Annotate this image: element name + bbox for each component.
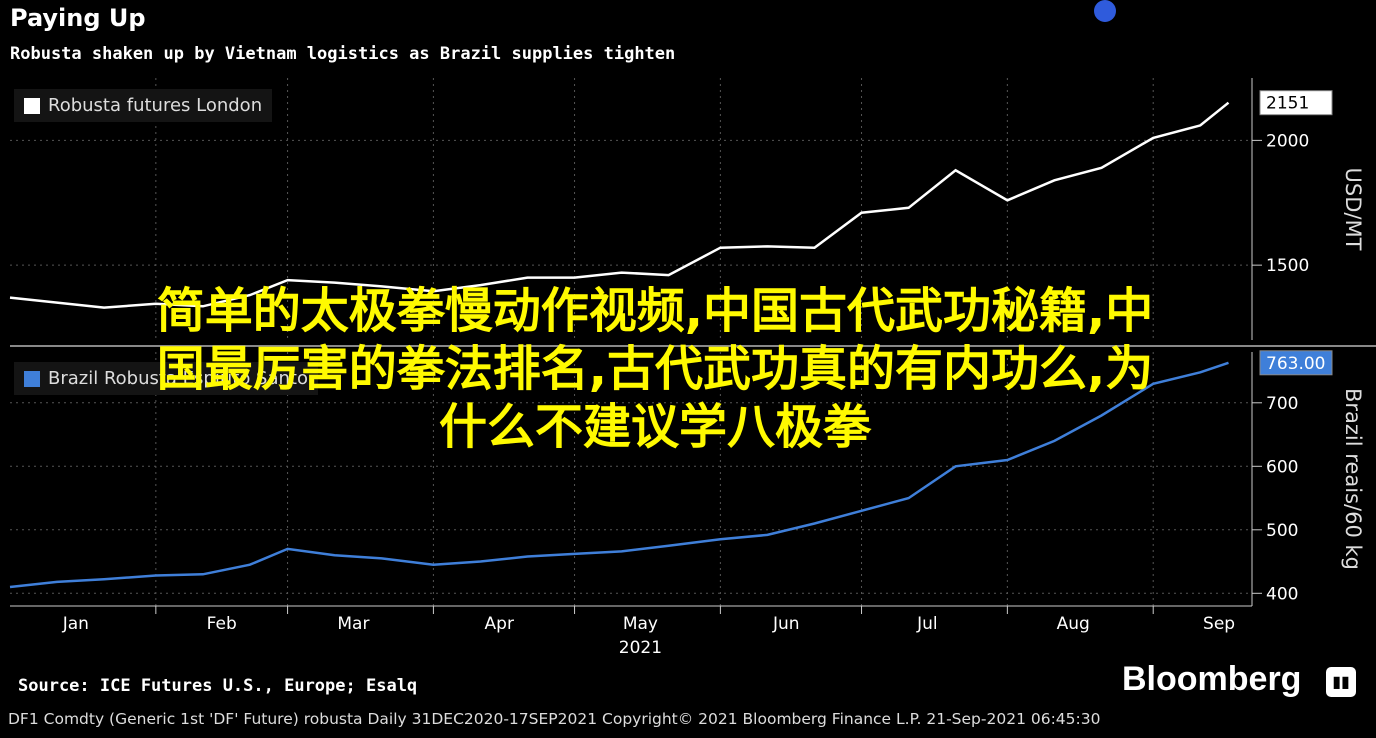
source-note: Source: ICE Futures U.S., Europe; Esalq: [18, 676, 418, 696]
x-tick-label: Mar: [337, 614, 369, 634]
legend-swatch-brazil: [24, 370, 40, 387]
overlay-caption: 简单的太极拳慢动作视频,中国古代武功秘籍,中 国最厉害的拳法排名,古代武功真的有…: [10, 282, 1300, 456]
x-tick-label: Sep: [1203, 614, 1235, 634]
bar-chart-icon: ▮▮: [1326, 667, 1356, 697]
last-value-box: [1259, 90, 1333, 116]
last-value-label: 763.00: [1266, 354, 1325, 374]
y-tick-label: 600: [1266, 457, 1298, 477]
overlay-line: 什么不建议学八极拳: [438, 399, 871, 455]
legend-swatch-robusta: [24, 97, 40, 114]
legend-label-robusta: Robusta futures London: [48, 95, 263, 116]
blue-dot-icon: [1094, 0, 1116, 22]
bloomberg-logo: Bloomberg: [1122, 660, 1302, 698]
x-tick-label: Apr: [485, 614, 514, 634]
overlay-line: 简单的太极拳慢动作视频,中国古代武功秘籍,中: [156, 283, 1154, 339]
y-tick-label: 1500: [1266, 256, 1309, 276]
legend-brazil: Brazil Robusta Espirito Santo: [14, 362, 318, 395]
x-tick-label: Feb: [207, 614, 237, 634]
legend-robusta: Robusta futures London: [14, 89, 273, 122]
last-value-label: 2151: [1266, 94, 1309, 114]
x-tick-label: May: [623, 614, 658, 634]
y-tick-label: 700: [1266, 394, 1298, 414]
chart-title: Paying Up: [10, 4, 146, 32]
y-tick-label: 400: [1266, 584, 1298, 604]
x-year-label: 2021: [619, 638, 662, 658]
x-tick-label: Jul: [916, 614, 938, 634]
y-tick-label: 2000: [1266, 131, 1309, 151]
legend-label-brazil: Brazil Robusta Espirito Santo: [48, 368, 308, 389]
series-line: [9, 101, 1230, 309]
y-tick-label: 500: [1266, 521, 1298, 541]
chart-subtitle: Robusta shaken up by Vietnam logistics a…: [10, 44, 676, 64]
y-axis-title: Brazil reais/60 kg: [1341, 388, 1365, 570]
x-tick-label: Jun: [772, 614, 800, 634]
overlay-line: 国最厉害的拳法排名,古代武功真的有内功么,为: [156, 341, 1154, 397]
x-tick-label: Aug: [1057, 614, 1090, 634]
x-tick-label: Jan: [62, 614, 89, 634]
y-axis-title: USD/MT: [1341, 168, 1365, 251]
last-value-box: [1259, 350, 1333, 376]
footer-info: DF1 Comdty (Generic 1st 'DF' Future) rob…: [8, 710, 1101, 728]
